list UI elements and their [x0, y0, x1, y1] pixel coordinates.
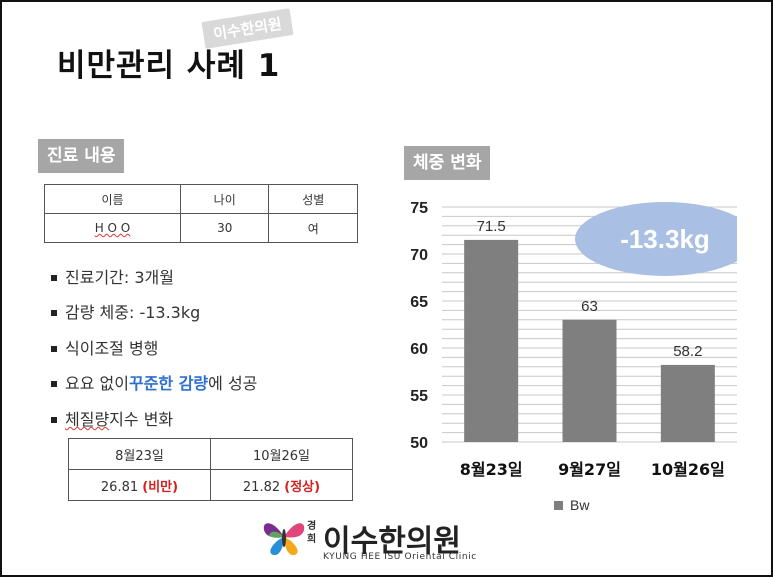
y-tick-label: 55 [410, 388, 428, 405]
y-tick-label: 70 [410, 247, 428, 264]
clinic-logo: 경희 이수한의원 KYUNG HEE ISU Oriental Clinic [260, 514, 476, 564]
table-cell: 30 [179, 213, 270, 243]
bar-value-label: 71.5 [477, 218, 506, 235]
table-header-cell: 성별 [268, 184, 358, 214]
bullet-square-icon [51, 310, 57, 317]
bullet-text: 감량 체중: -13.3kg [65, 303, 201, 323]
bullet-text-pre: 요요 없이 [65, 374, 129, 394]
table-cell: 여 [268, 213, 358, 243]
care-bullet-list: 진료기간: 3개월 감량 체중: -13.3kg 식이조절 병행 요요 없이 꾸… [51, 260, 257, 438]
y-tick-label: 75 [410, 200, 428, 217]
list-item: 요요 없이 꾸준한 감량 에 성공 [51, 367, 257, 403]
table-header-cell: 10월26일 [210, 438, 353, 470]
bullet-text-post: 에 성공 [208, 374, 258, 394]
bullet-square-icon [51, 274, 57, 281]
logo-name: 이수한의원 [323, 524, 461, 559]
x-tick-label: 9월27일 [558, 460, 621, 479]
bullet-text: 지수 변화 [109, 409, 174, 429]
y-tick-label: 50 [410, 435, 428, 452]
bmi-value: 21.82 [242, 479, 281, 495]
table-header-cell: 8월23일 [68, 438, 211, 470]
patient-name: H O O [94, 221, 131, 235]
list-item: 감량 체중: -13.3kg [51, 296, 257, 332]
weight-section-label: 체중 변화 [404, 146, 491, 180]
y-tick-label: 65 [410, 294, 428, 311]
bullet-text-underlined: 체질량 [65, 409, 110, 429]
x-tick-label: 8월23일 [460, 460, 523, 479]
table-row: H O O 30 여 [44, 213, 358, 243]
table-cell: H O O [44, 213, 181, 243]
table-cell: 26.81 (비만) [68, 469, 211, 501]
bar [562, 319, 617, 442]
legend-swatch [554, 501, 563, 510]
chart-bars [464, 239, 715, 442]
weight-loss-bubble [575, 202, 737, 276]
logo-subtitle: KYUNG HEE ISU Oriental Clinic [323, 552, 477, 562]
legend-label: Bw [570, 497, 590, 513]
bullet-square-icon [51, 345, 57, 352]
bmi-table: 8월23일 10월26일 26.81 (비만) 21.82 (정상) [68, 438, 353, 501]
table-header-cell: 이름 [44, 184, 181, 214]
bmi-status: (정상) [284, 479, 321, 495]
y-tick-label: 60 [410, 341, 428, 358]
table-header-row: 이름 나이 성별 [44, 184, 358, 214]
table-cell: 21.82 (정상) [210, 469, 353, 501]
weight-chart: 50 55 60 65 70 75 71.5 8월23일 63 9월27일 58.2 10월26일 -… [410, 200, 737, 513]
list-item: 체질량 지수 변화 [51, 402, 257, 438]
bullet-square-icon [51, 381, 57, 388]
bar [660, 364, 715, 442]
table-header-cell: 나이 [179, 184, 270, 214]
bar-value-label: 63 [581, 298, 598, 315]
butterfly-logo-icon [263, 523, 305, 556]
list-item: 식이조절 병행 [51, 331, 257, 367]
page-title: 비만관리 사례 1 [57, 48, 281, 84]
logo-prefix: 경희 [307, 521, 317, 545]
bullet-text: 식이조절 병행 [65, 338, 159, 358]
bullet-text: 진료기간: 3개월 [65, 267, 174, 287]
table-header-row: 8월23일 10월26일 [68, 438, 353, 470]
bar-value-label: 58.2 [673, 343, 702, 360]
bmi-value: 26.81 [100, 479, 139, 495]
chart-labels: 50 55 60 65 70 75 71.5 8월23일 63 9월27일 58.2 10월26일 [410, 200, 725, 479]
x-tick-label: 10월26일 [651, 460, 725, 479]
list-item: 진료기간: 3개월 [51, 260, 257, 296]
bmi-status: (비만) [142, 479, 179, 495]
patient-info-table: 이름 나이 성별 H O O 30 여 [44, 184, 358, 243]
bar [464, 239, 519, 442]
care-section-label: 진료 내용 [38, 139, 125, 173]
bullet-highlight: 꾸준한 감량 [128, 374, 209, 394]
bullet-square-icon [51, 416, 57, 423]
table-row: 26.81 (비만) 21.82 (정상) [68, 469, 353, 501]
weight-loss-badge: -13.3kg [620, 224, 710, 254]
